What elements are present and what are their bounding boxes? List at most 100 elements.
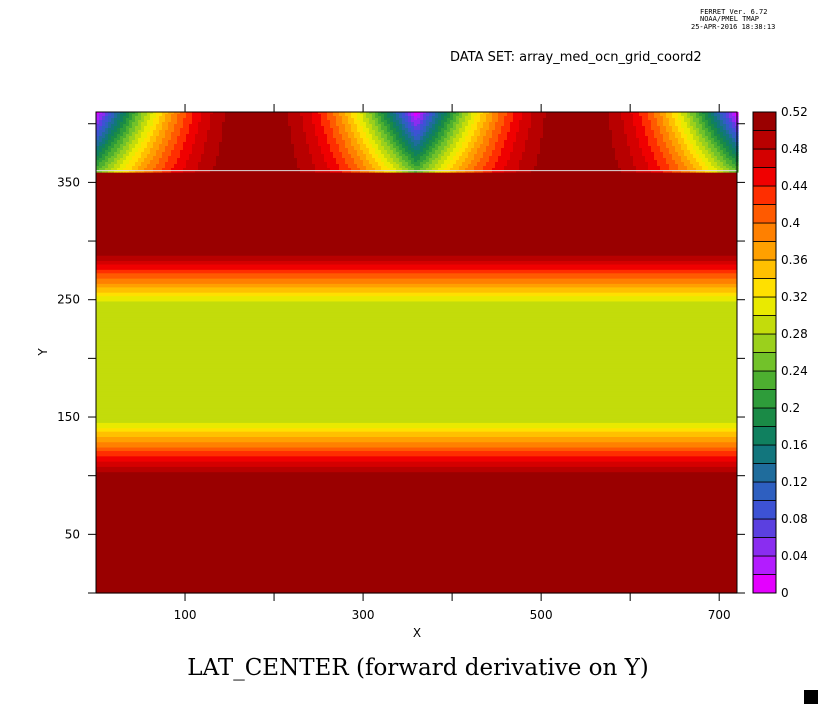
heatmap-cell: [432, 116, 436, 119]
heatmap-cell: [495, 122, 499, 125]
heatmap-cell: [390, 160, 394, 163]
heatmap-cell: [96, 302, 737, 305]
heatmap-cell: [150, 144, 154, 147]
heatmap-cell: [297, 142, 301, 145]
heatmap-cell: [501, 112, 505, 115]
heatmap-cell: [261, 112, 265, 115]
heatmap-cell: [213, 156, 217, 159]
heatmap-cell: [459, 128, 463, 131]
heatmap-cell: [231, 170, 235, 173]
heatmap-cell: [267, 170, 271, 173]
heatmap-cell: [309, 122, 313, 125]
heatmap-cell: [546, 124, 550, 127]
heatmap-cell: [171, 144, 175, 147]
heatmap-cell: [546, 166, 550, 169]
heatmap-cell: [357, 124, 361, 127]
heatmap-cell: [114, 136, 118, 139]
heatmap-cell: [117, 140, 121, 143]
heatmap-cell: [147, 162, 151, 165]
heatmap-cell: [186, 170, 190, 173]
heatmap-cell: [534, 140, 538, 143]
heatmap-cell: [315, 118, 319, 121]
heatmap-cell: [174, 138, 178, 141]
heatmap-cell: [444, 170, 448, 173]
heatmap-cell: [531, 150, 535, 153]
heatmap-cell: [561, 134, 565, 137]
heatmap-cell: [219, 130, 223, 133]
heatmap-cell: [141, 124, 145, 127]
heatmap-cell: [477, 166, 481, 169]
heatmap-cell: [537, 162, 541, 165]
heatmap-cell: [396, 160, 400, 163]
heatmap-cell: [483, 146, 487, 149]
heatmap-cell: [279, 114, 283, 117]
heatmap-cell: [438, 124, 442, 127]
heatmap-cell: [312, 138, 316, 141]
heatmap-cell: [348, 156, 352, 159]
heatmap-cell: [468, 144, 472, 147]
heatmap-cell: [441, 116, 445, 119]
heatmap-cell: [177, 138, 181, 141]
heatmap-cell: [96, 258, 737, 262]
heatmap-cell: [216, 154, 220, 157]
heatmap-cell: [561, 156, 565, 159]
heatmap-cell: [432, 128, 436, 131]
heatmap-cell: [426, 124, 430, 127]
heatmap-cell: [156, 166, 160, 169]
heatmap-cell: [498, 168, 502, 171]
heatmap-cell: [477, 120, 481, 123]
heatmap-cell: [447, 142, 451, 145]
heatmap-cell: [552, 120, 556, 123]
heatmap-cell: [96, 188, 737, 191]
heatmap-cell: [102, 158, 106, 161]
heatmap-cell: [156, 114, 160, 117]
heatmap-cell: [126, 130, 130, 133]
heatmap-cell: [138, 152, 142, 155]
heatmap-cell: [192, 146, 196, 149]
heatmap-cell: [441, 112, 445, 115]
heatmap-cell: [186, 124, 190, 127]
heatmap-cell: [273, 146, 277, 149]
heatmap-cell: [465, 166, 469, 169]
heatmap-cell: [321, 150, 325, 153]
heatmap-cell: [333, 152, 337, 155]
heatmap-cell: [465, 148, 469, 151]
heatmap-cell: [273, 138, 277, 141]
heatmap-cell: [408, 152, 412, 155]
heatmap-cell: [246, 142, 250, 145]
heatmap-cell: [213, 130, 217, 133]
heatmap-cell: [300, 164, 304, 167]
heatmap-cell: [123, 158, 127, 161]
heatmap-cell: [378, 128, 382, 131]
heatmap-cell: [351, 144, 355, 147]
heatmap-cell: [180, 116, 184, 119]
heatmap-cell: [240, 162, 244, 165]
heatmap-cell: [549, 128, 553, 131]
heatmap-cell: [294, 116, 298, 119]
heatmap-cell: [363, 160, 367, 163]
heatmap-cell: [210, 112, 214, 115]
heatmap-cell: [360, 124, 364, 127]
heatmap-cell: [279, 142, 283, 145]
heatmap-cell: [177, 146, 181, 149]
heatmap-cell: [321, 144, 325, 147]
heatmap-cell: [132, 118, 136, 121]
heatmap-cell: [231, 164, 235, 167]
heatmap-cell: [414, 138, 418, 141]
heatmap-cell: [498, 126, 502, 129]
heatmap-cell: [105, 134, 109, 137]
heatmap-cell: [138, 128, 142, 131]
heatmap-cell: [294, 124, 298, 127]
heatmap-cell: [282, 146, 286, 149]
heatmap-cell: [456, 126, 460, 129]
heatmap-cell: [288, 114, 292, 117]
heatmap-cell: [423, 150, 427, 153]
heatmap-cell: [426, 120, 430, 123]
heatmap-cell: [420, 130, 424, 133]
heatmap-cell: [222, 112, 226, 115]
heatmap-cell: [336, 166, 340, 169]
heatmap-cell: [543, 116, 547, 119]
heatmap-cell: [285, 116, 289, 119]
heatmap-cell: [393, 140, 397, 143]
